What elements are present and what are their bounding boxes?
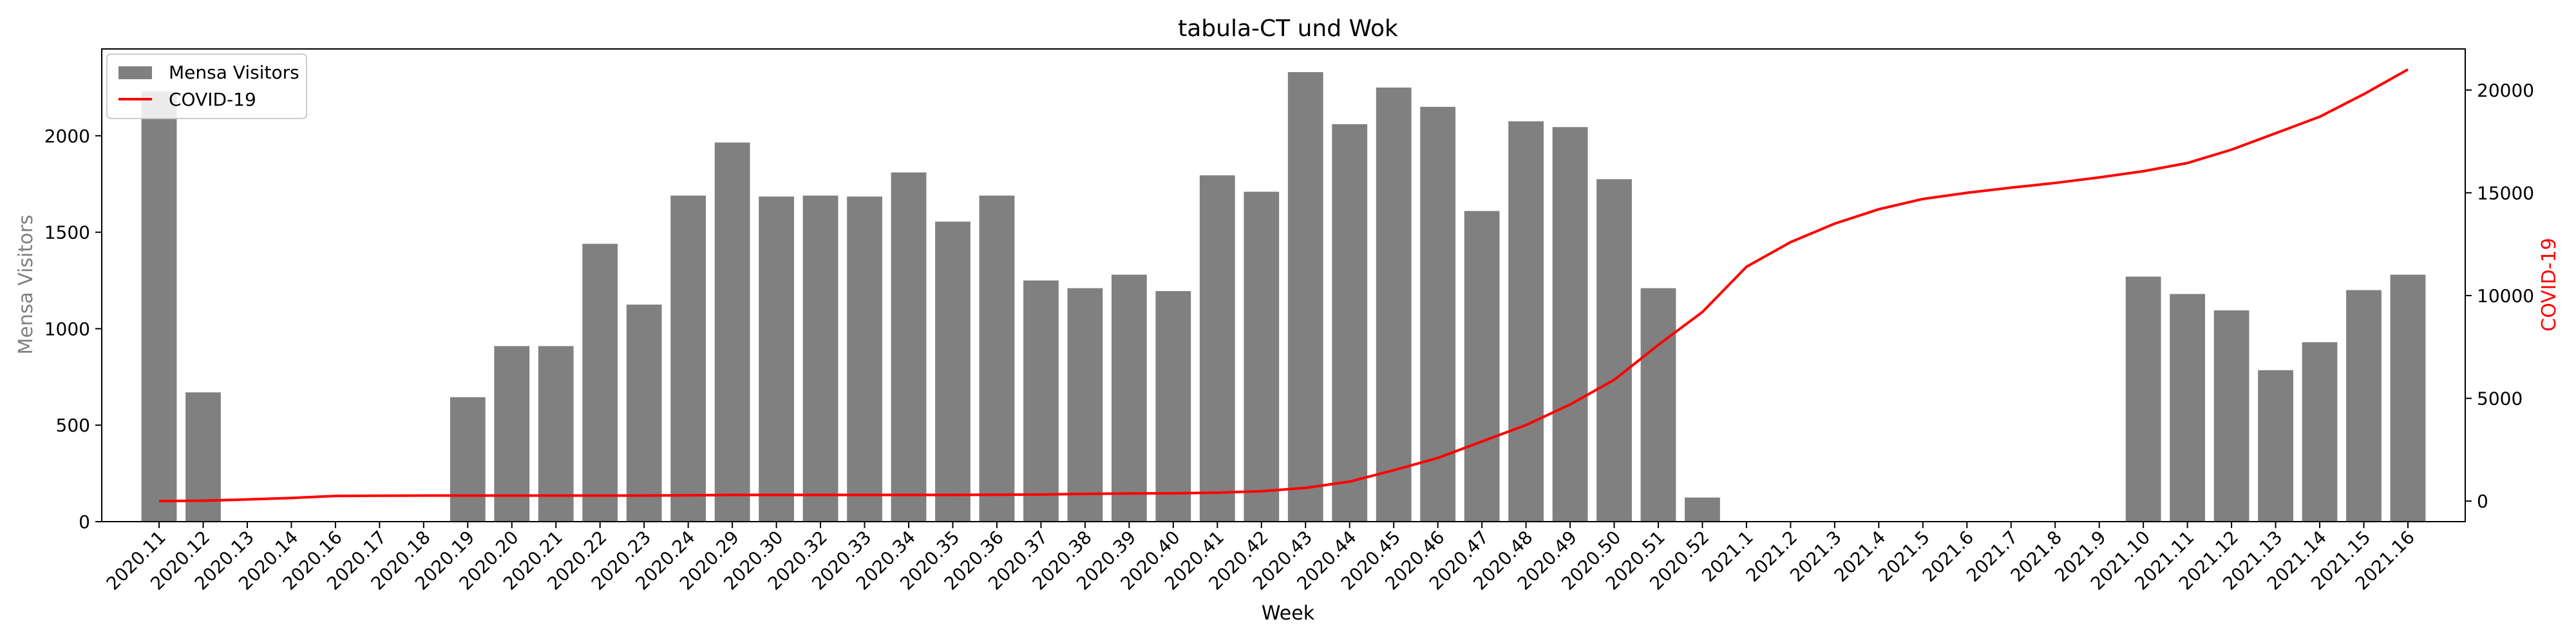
y-tick-label: 1000 bbox=[44, 318, 90, 339]
legend-label-mensa-visitors: Mensa Visitors bbox=[169, 62, 299, 83]
y2-tick-label: 15000 bbox=[2477, 182, 2534, 204]
bar-2020-49 bbox=[1552, 127, 1588, 522]
bar-2020-21 bbox=[538, 346, 574, 522]
bar-2020-43 bbox=[1287, 71, 1323, 522]
y2-axis-title: COVID-19 bbox=[2538, 238, 2561, 332]
axes bbox=[101, 48, 2466, 522]
bar-series bbox=[141, 71, 2426, 522]
bar-2020-48 bbox=[1508, 121, 1544, 522]
y-tick-label: 0 bbox=[79, 511, 90, 533]
bar-2020-37 bbox=[1023, 280, 1059, 522]
bar-2020-51 bbox=[1640, 288, 1676, 522]
bar-2020-50 bbox=[1596, 179, 1632, 522]
chart-title: tabula-CT und Wok bbox=[1178, 15, 1398, 42]
y-tick-label: 500 bbox=[56, 415, 90, 436]
legend-label-covid-19: COVID-19 bbox=[169, 89, 256, 110]
bar-2020-42 bbox=[1244, 191, 1280, 522]
bar-2020-29 bbox=[714, 142, 750, 522]
bar-2020-35 bbox=[935, 222, 971, 522]
legend: Mensa Visitors COVID-19 bbox=[106, 53, 307, 119]
y-axis-title: Mensa Visitors bbox=[15, 214, 37, 354]
bar-2020-44 bbox=[1332, 124, 1368, 522]
bar-2020-38 bbox=[1067, 288, 1103, 522]
bar-2020-39 bbox=[1111, 274, 1147, 522]
bar-2020-52 bbox=[1685, 497, 1720, 522]
bar-2020-32 bbox=[802, 195, 838, 522]
legend-swatch-mensa-visitors bbox=[118, 66, 152, 79]
bar-2020-45 bbox=[1376, 87, 1412, 522]
bar-2020-12 bbox=[185, 392, 221, 522]
bar-2020-41 bbox=[1199, 175, 1235, 522]
bar-2021-16 bbox=[2390, 274, 2426, 522]
bar-2021-11 bbox=[2170, 294, 2206, 522]
bar-2020-34 bbox=[891, 172, 927, 522]
bar-2020-36 bbox=[979, 195, 1015, 522]
y-tick-label: 2000 bbox=[44, 126, 90, 147]
x-axis-title: Week bbox=[1262, 602, 1315, 625]
bar-2021-15 bbox=[2346, 290, 2382, 522]
covid-19-line bbox=[158, 68, 2409, 503]
bar-2020-30 bbox=[759, 196, 794, 522]
plot-frame bbox=[101, 48, 2466, 522]
bar-2020-24 bbox=[670, 195, 706, 522]
bar-2021-13 bbox=[2258, 370, 2293, 522]
y2-tick-label: 0 bbox=[2477, 491, 2488, 512]
bar-2020-20 bbox=[494, 346, 530, 522]
y2-tick-label: 5000 bbox=[2477, 388, 2523, 410]
bar-2020-46 bbox=[1420, 106, 1456, 522]
bar-2020-19 bbox=[450, 397, 486, 522]
bar-2020-11 bbox=[141, 91, 177, 522]
y-axis-ticks: 0 500 1000 1500 2000 bbox=[44, 126, 102, 533]
bar-2020-33 bbox=[847, 196, 882, 522]
bar-2020-47 bbox=[1464, 211, 1500, 522]
bar-2020-22 bbox=[582, 243, 618, 522]
legend-frame bbox=[106, 53, 307, 119]
bar-2021-14 bbox=[2302, 342, 2338, 522]
bar-2021-10 bbox=[2125, 276, 2161, 522]
bar-2020-40 bbox=[1155, 290, 1191, 522]
bar-2021-12 bbox=[2213, 310, 2249, 522]
y2-tick-label: 20000 bbox=[2477, 80, 2534, 101]
y2-tick-label: 10000 bbox=[2477, 285, 2534, 307]
y2-axis-ticks: 0 5000 10000 15000 20000 bbox=[2465, 80, 2534, 512]
line-series bbox=[158, 68, 2409, 503]
bar-2020-23 bbox=[626, 304, 662, 522]
y-tick-label: 1500 bbox=[44, 222, 90, 243]
